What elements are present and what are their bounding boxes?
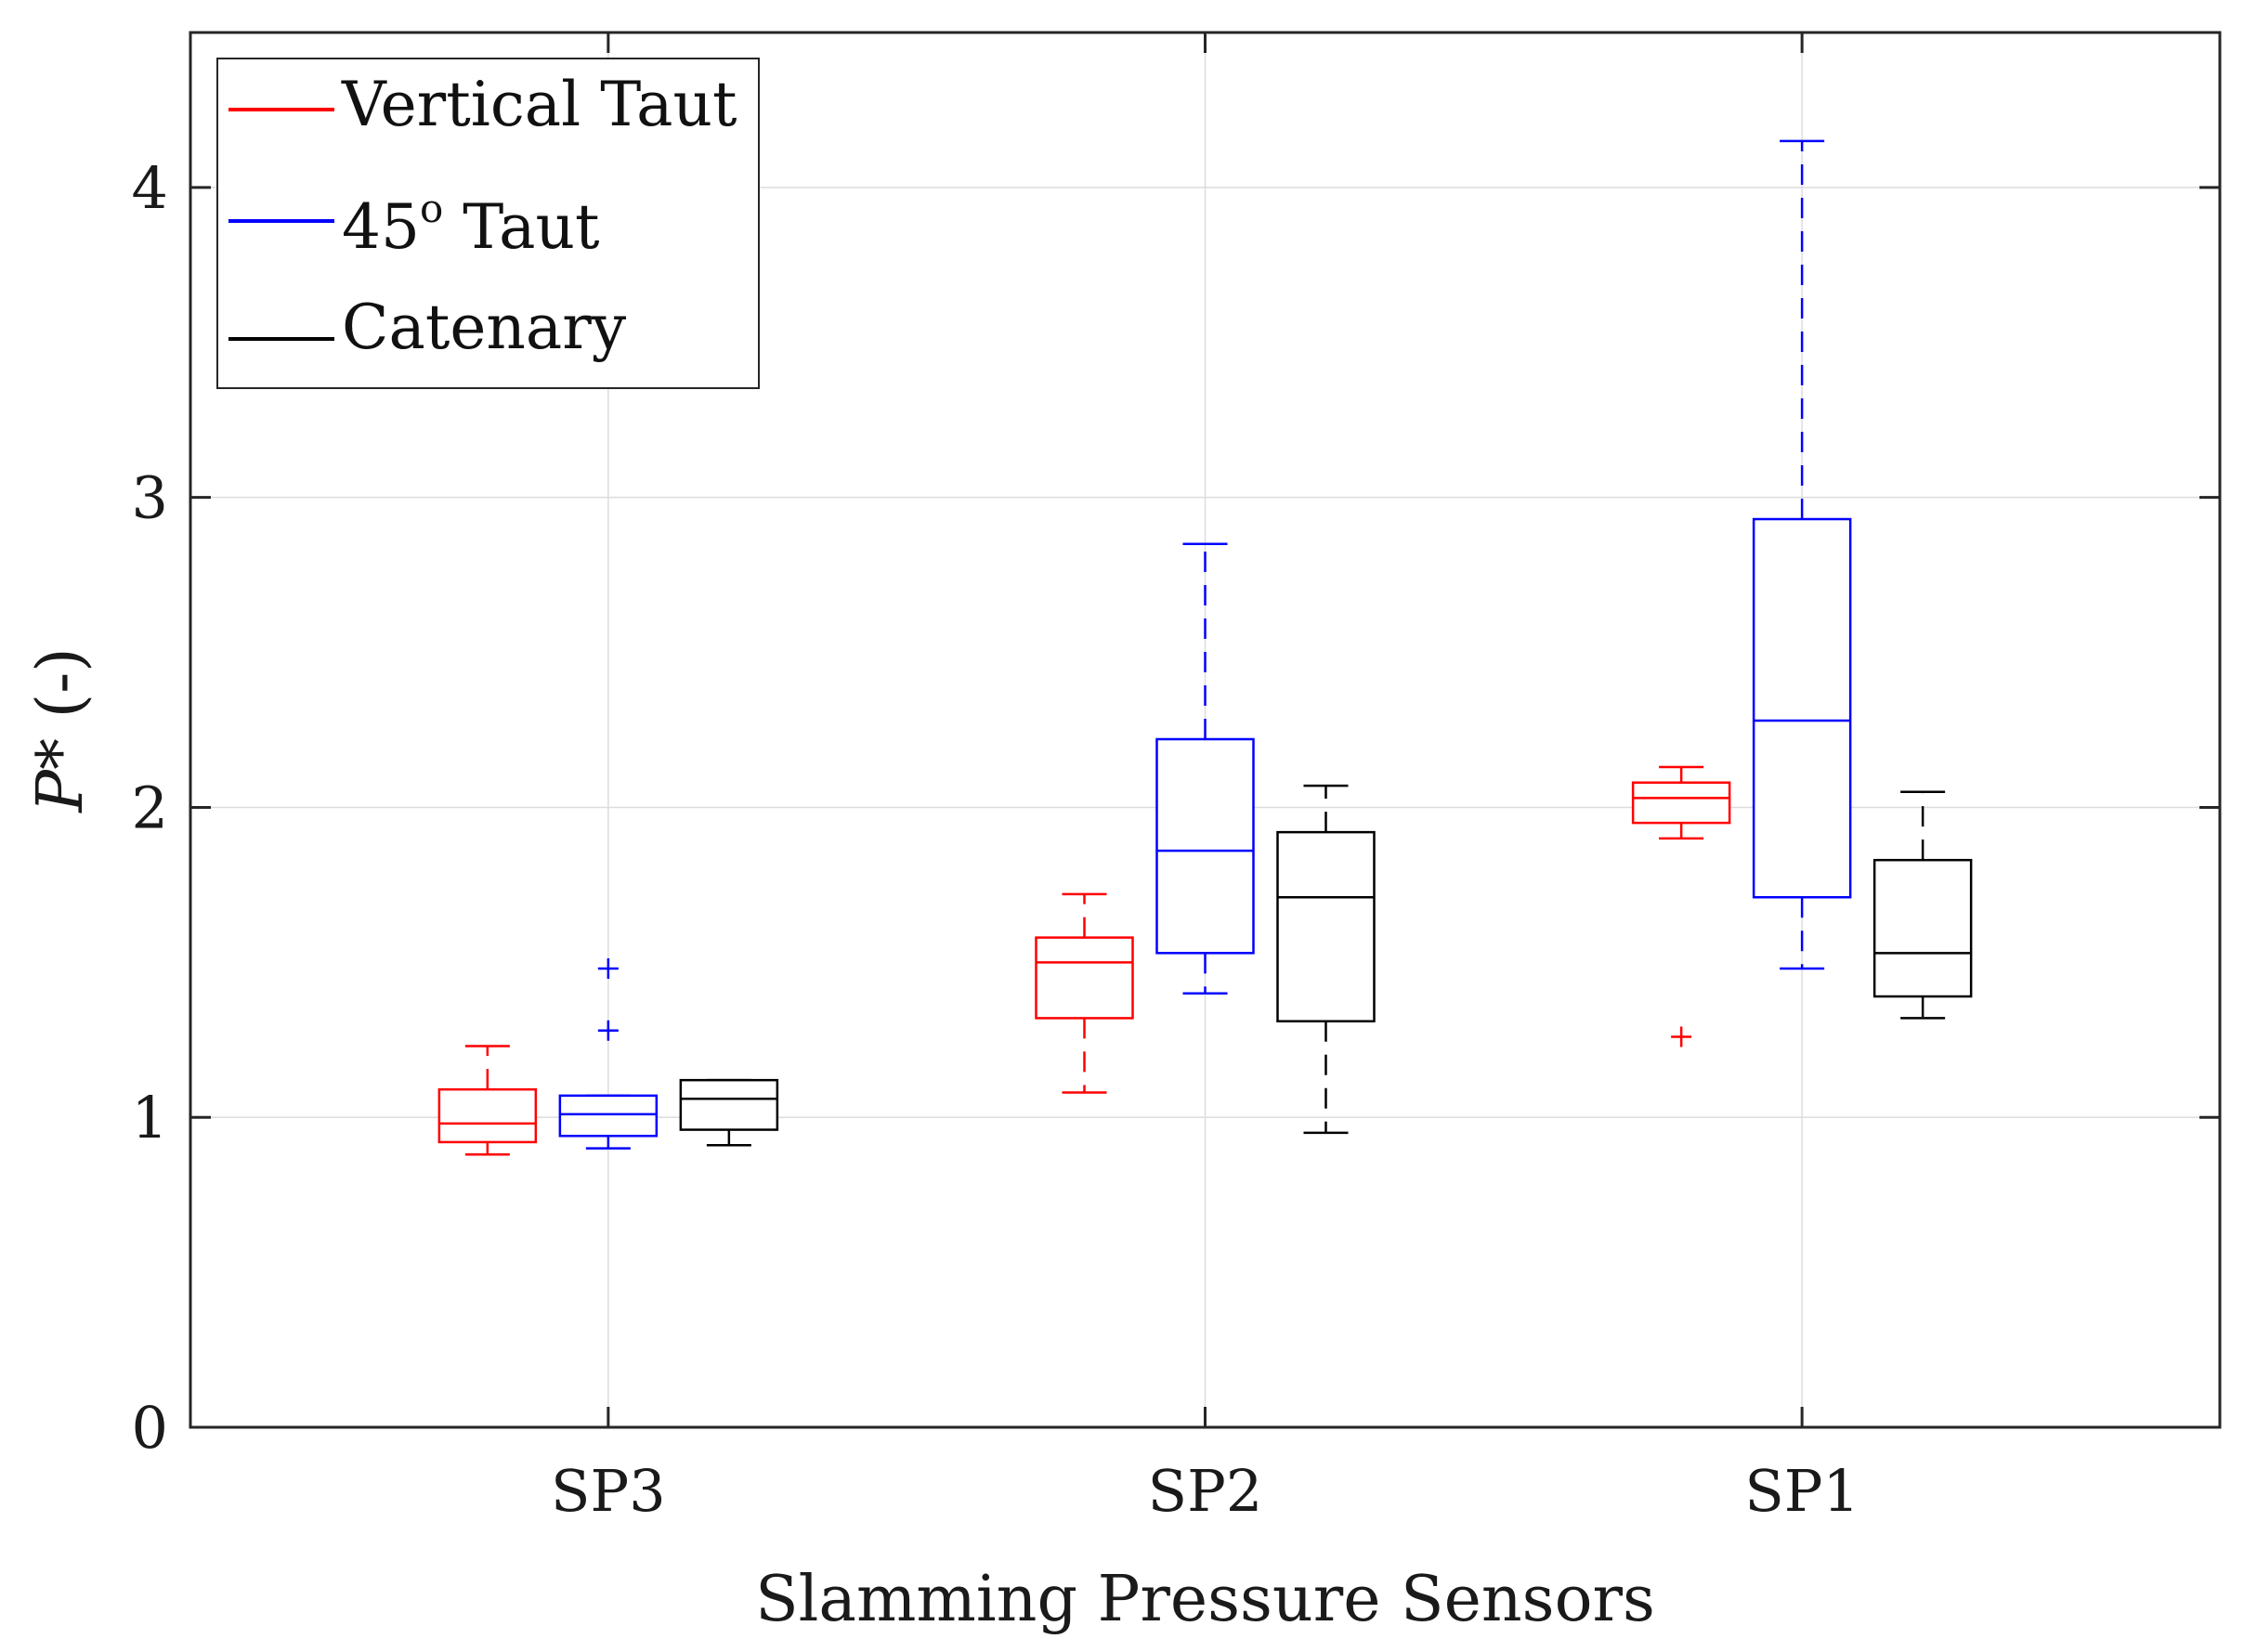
legend-label-vertical-taut: Vertical Taut — [341, 69, 737, 140]
x-tick-label-sp2: SP2 — [1148, 1457, 1263, 1525]
box-vertical-taut-sp3 — [437, 1045, 538, 1156]
outlier-marker — [597, 958, 619, 980]
iqr-box — [1035, 936, 1134, 1020]
box-45o-taut-sp2 — [1155, 542, 1255, 995]
y-tick-label: 4 — [132, 154, 168, 222]
legend-label-45-taut: 45o Taut — [342, 186, 600, 263]
iqr-box — [1872, 858, 1973, 998]
y-axis-suffix: * (-) — [24, 647, 98, 770]
outlier-marker — [597, 1020, 619, 1041]
legend-label-45: 45 — [342, 191, 420, 263]
box-series — [437, 139, 1973, 1156]
box-vertical-taut-sp1 — [1631, 765, 1731, 1047]
iqr-box — [1631, 781, 1731, 825]
y-tick-label: 0 — [132, 1394, 168, 1462]
outlier-marker — [1671, 1026, 1692, 1047]
legend-label-catenary: Catenary — [342, 292, 627, 363]
box-vertical-taut-sp2 — [1035, 892, 1134, 1094]
iqr-box — [1276, 830, 1376, 1023]
y-tick-label: 3 — [132, 464, 168, 532]
iqr-box — [437, 1087, 538, 1144]
iqr-box — [558, 1094, 659, 1138]
x-tick-label-sp1: SP1 — [1744, 1457, 1859, 1525]
y-axis-symbol: P — [24, 769, 98, 814]
iqr-box — [1155, 737, 1255, 955]
iqr-box — [1752, 517, 1852, 899]
legend: Vertical Taut 45o Taut Catenary — [216, 58, 760, 389]
box-45o-taut-sp3 — [558, 958, 659, 1150]
y-axis-title: P* (-) — [24, 647, 98, 813]
x-tick-label-sp3: SP3 — [551, 1457, 666, 1525]
box-45o-taut-sp1 — [1752, 139, 1852, 970]
legend-label-taut: Taut — [443, 191, 599, 263]
y-tick-label: 1 — [132, 1084, 168, 1151]
box-catenary-sp1 — [1872, 790, 1973, 1020]
legend-box — [216, 58, 760, 389]
legend-label-degree: o — [420, 186, 443, 231]
iqr-box — [679, 1078, 779, 1131]
box-catenary-sp2 — [1276, 784, 1376, 1135]
axis-ticks: 0 1 2 3 4 SP3 SP2 SP1 — [132, 33, 2220, 1525]
box-catenary-sp3 — [679, 1078, 779, 1147]
y-tick-label: 2 — [132, 774, 168, 841]
x-axis-title: Slamming Pressure Sensors — [755, 1563, 1655, 1636]
